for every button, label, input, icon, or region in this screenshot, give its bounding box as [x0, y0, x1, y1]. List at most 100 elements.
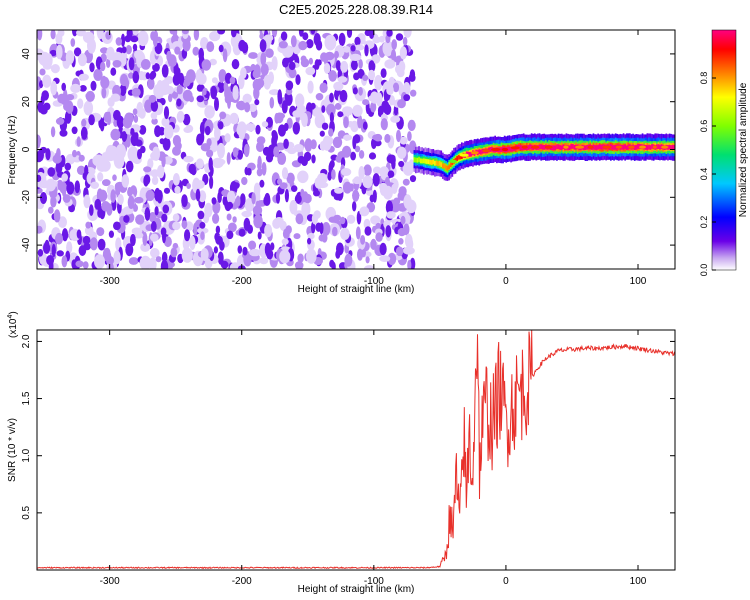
noise-blob [192, 46, 200, 56]
signal-cell [671, 144, 674, 150]
noise-blob [157, 191, 163, 204]
noise-blob [337, 111, 344, 118]
signal-cell [429, 159, 431, 165]
noise-blob [37, 30, 43, 41]
noise-blob [302, 32, 309, 41]
noise-blob [130, 133, 139, 147]
noise-blob [362, 175, 373, 189]
noise-blob [127, 195, 135, 209]
noise-blob [178, 72, 185, 86]
noise-blob [214, 97, 219, 112]
noise-blob [87, 38, 96, 54]
noise-blob [77, 98, 84, 109]
noise-blob [223, 80, 229, 93]
signal-cell [442, 163, 444, 169]
signal-cell [419, 158, 422, 164]
noise-blob [321, 122, 329, 130]
snr-multiplier-exp: 4 [7, 315, 14, 319]
noise-blob [100, 61, 106, 72]
noise-blob [184, 229, 191, 242]
noise-blob [45, 148, 51, 161]
noise-blob [159, 79, 170, 93]
noise-blob [161, 117, 170, 127]
signal-cell [467, 151, 470, 157]
noise-blob [47, 167, 56, 177]
noise-blob [337, 76, 348, 83]
noise-blob [49, 49, 57, 57]
noise-blob [96, 188, 103, 203]
noise-blob [82, 261, 89, 269]
signal-cell [583, 145, 585, 151]
noise-blob [358, 150, 365, 159]
noise-blob [279, 249, 291, 264]
noise-blob [369, 194, 375, 203]
noise-blob [364, 44, 369, 57]
noise-blob [217, 251, 224, 265]
noise-blob [231, 59, 240, 70]
noise-blob [55, 161, 63, 174]
noise-blob [387, 252, 397, 266]
noise-blob [277, 89, 283, 103]
noise-blob [319, 222, 324, 235]
noise-blob [176, 98, 182, 107]
noise-blob [168, 93, 173, 103]
noise-blob [125, 243, 134, 257]
noise-blob [138, 108, 146, 119]
signal-cell [552, 145, 555, 151]
x-tick-label: 100 [630, 576, 647, 587]
noise-blob [226, 152, 231, 165]
signal-cell [597, 144, 599, 150]
noise-blob [288, 61, 296, 71]
signal-peak [652, 145, 657, 149]
noise-blob [195, 180, 205, 189]
noise-blob [150, 169, 160, 178]
signal-peak [482, 149, 490, 153]
colorbar-tick-label: 0.2 [699, 216, 709, 229]
noise-blob [402, 36, 408, 46]
noise-blob [160, 259, 169, 269]
noise-blob [359, 206, 370, 217]
noise-blob [204, 125, 211, 136]
noise-blob [219, 72, 224, 83]
noise-blob [89, 204, 94, 217]
noise-blob [264, 224, 273, 238]
noise-blob [163, 124, 174, 139]
signal-cell [510, 147, 512, 152]
noise-blob [345, 106, 353, 115]
noise-blob [232, 147, 239, 158]
noise-blob [181, 194, 188, 208]
noise-blob [55, 117, 65, 125]
noise-blob [402, 178, 410, 186]
noise-blob [232, 216, 237, 223]
noise-blob [40, 51, 51, 68]
noise-blob [61, 228, 69, 242]
noise-blob [243, 217, 251, 231]
noise-blob [363, 164, 372, 176]
noise-blob [174, 141, 182, 151]
noise-blob [176, 84, 183, 95]
signal-peak [510, 146, 520, 150]
noise-blob [339, 89, 348, 103]
noise-blob [293, 144, 304, 153]
noise-blob [50, 30, 56, 40]
noise-blob [89, 62, 95, 73]
noise-blob [386, 30, 393, 37]
noise-blob [139, 124, 147, 135]
snr-series-line [37, 330, 675, 570]
signal-cell [430, 160, 433, 165]
noise-blob [60, 94, 70, 105]
noise-blob [399, 46, 407, 60]
noise-blob [268, 89, 281, 96]
snr-x-label: Height of straight line (km) [298, 584, 415, 595]
noise-blob [237, 245, 243, 254]
noise-blob [369, 60, 375, 72]
noise-blob [172, 213, 180, 222]
noise-blob [105, 31, 112, 40]
noise-blob [119, 84, 127, 96]
noise-blob [396, 68, 405, 78]
spectrogram-y-ticks: -40 -20 0 20 40 [21, 48, 675, 252]
noise-blob [264, 242, 271, 257]
noise-blob [226, 190, 236, 205]
noise-blob [378, 35, 385, 43]
noise-blob [227, 95, 231, 109]
